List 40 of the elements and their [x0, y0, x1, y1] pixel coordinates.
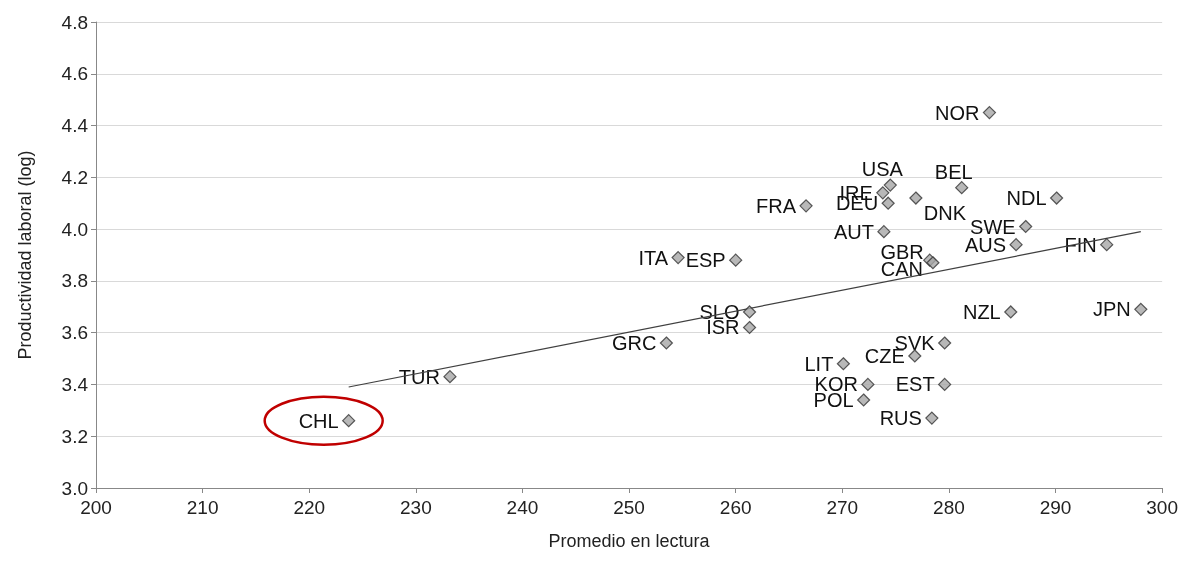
y-tick-label: 4.8 [61, 11, 88, 33]
x-tick-label: 280 [933, 497, 965, 518]
annotation: DNK [923, 202, 967, 225]
y-tick-label: 3.6 [61, 322, 88, 344]
x-tick-label: 250 [613, 497, 645, 518]
y-tick-label: 4.2 [61, 166, 88, 188]
x-tick-label: 300 [1146, 497, 1178, 518]
y-tick-label: 4.4 [61, 115, 89, 137]
annotation: NDL [1006, 187, 1047, 210]
annotation: TUR [398, 365, 440, 388]
annotation: GRC [611, 332, 657, 355]
x-tick-label: 290 [1039, 497, 1072, 518]
annotation: BEL [934, 160, 973, 183]
x-tick-label: 220 [293, 497, 326, 518]
annotation: NZL [962, 300, 1001, 323]
annotation: USA [861, 158, 904, 181]
x-tick-label: 230 [399, 497, 432, 518]
x-tick-label: 240 [506, 497, 539, 518]
y-tick-label: 3.8 [61, 270, 88, 292]
y-tick-label: 4.6 [61, 63, 88, 85]
annotation: AUT [833, 220, 874, 243]
annotation: CHL [298, 409, 339, 432]
y-tick-label: 4.0 [61, 218, 88, 240]
y-axis-title: Productividad laboral (log) [15, 150, 35, 360]
x-axis-title: Promedio en lectura [548, 531, 711, 551]
annotation: EST [895, 373, 935, 396]
annotation: FRA [756, 194, 797, 217]
x-tick-label: 260 [719, 497, 752, 518]
annotation: LIT [804, 352, 834, 375]
annotation: JPN [1093, 298, 1131, 321]
y-tick-label: 3.2 [61, 425, 88, 447]
y-tick-label: 3.0 [61, 477, 88, 499]
x-tick-label: 210 [186, 497, 219, 518]
y-tick-label: 3.4 [61, 373, 89, 395]
annotation: RUS [879, 407, 922, 430]
x-tick-label: 270 [826, 497, 859, 518]
annotation: ITA [638, 246, 669, 269]
annotation: ESP [685, 249, 726, 272]
x-tick-label: 200 [80, 497, 112, 518]
annotation: NOR [934, 101, 980, 124]
